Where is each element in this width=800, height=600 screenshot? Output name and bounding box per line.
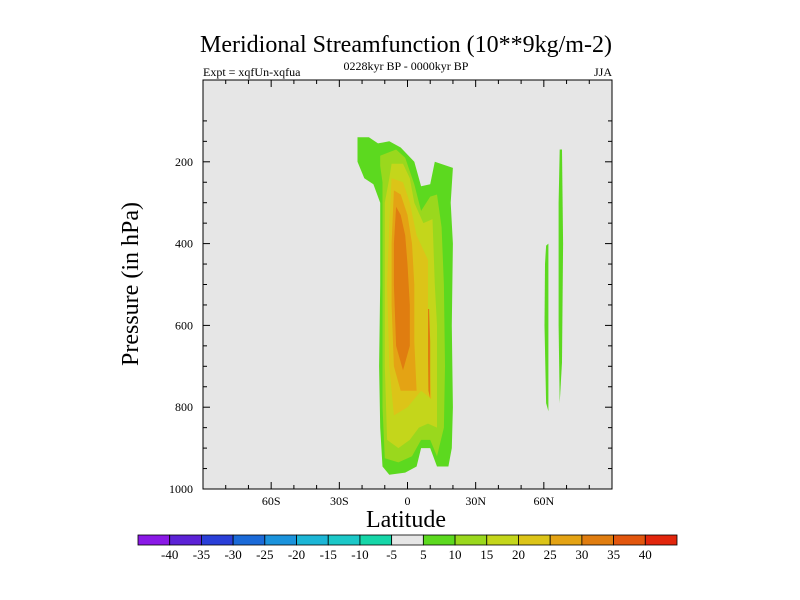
colorbar-swatch — [264, 534, 297, 546]
colorbar-swatch — [201, 534, 234, 546]
colorbar-label: -15 — [320, 547, 337, 562]
x-tick-label: 0 — [405, 494, 411, 508]
y-tick-label: 200 — [175, 155, 193, 169]
colorbar-swatch — [613, 534, 646, 546]
x-tick-label: 30S — [330, 494, 349, 508]
x-tick-label: 60N — [533, 494, 554, 508]
x-tick-label: 60S — [262, 494, 281, 508]
colorbar-swatch — [581, 534, 614, 546]
season-label: JJA — [594, 65, 612, 79]
colorbar-swatch — [296, 534, 329, 546]
colorbar-label: -10 — [351, 547, 368, 562]
colorbar-label: 5 — [420, 547, 427, 562]
contour-region-4 — [479, 149, 485, 289]
colorbar-label: -35 — [193, 547, 210, 562]
contour-region-7 — [558, 149, 564, 404]
x-axis-ticks: 60S 30S 0 30N 60N — [225, 80, 590, 508]
colorbar-swatch — [644, 534, 678, 546]
colorbar-swatch — [169, 534, 202, 546]
period-label: 0228kyr BP - 0000kyr BP — [344, 59, 469, 73]
colorbar-label: 40 — [639, 547, 652, 562]
experiment-label: Expt = xqfUn-xqfua — [203, 65, 301, 79]
colorbar-label: -20 — [288, 547, 305, 562]
colorbar-label: 30 — [575, 547, 588, 562]
colorbar: -40 -35 -30 -25 -20 -15 -10 -5 5 10 15 20 25 30 35 40 — [137, 534, 678, 562]
y-tick-label: 600 — [175, 318, 193, 332]
contour-region-2 — [240, 260, 242, 375]
colorbar-label: -25 — [256, 547, 273, 562]
y-axis-label: Pressure (in hPa) — [118, 202, 144, 366]
colorbar-swatch — [359, 534, 393, 546]
colorbar-label: 15 — [480, 547, 493, 562]
colorbar-swatch — [454, 534, 488, 546]
x-axis-label: Latitude — [366, 507, 446, 533]
contour-regions — [225, 80, 564, 475]
colorbar-swatch — [518, 534, 551, 546]
colorbar-swatch — [327, 534, 361, 546]
y-tick-label: 800 — [175, 400, 193, 414]
colorbar-label: 20 — [512, 547, 525, 562]
y-tick-label: 400 — [175, 237, 193, 251]
colorbar-label: 35 — [607, 547, 620, 562]
colorbar-swatch — [486, 534, 519, 546]
contour-region-0 — [225, 80, 233, 416]
colorbar-label: -30 — [224, 547, 241, 562]
chart-title: Meridional Streamfunction (10**9kg/m-2) — [200, 32, 612, 58]
colorbar-swatch — [549, 534, 583, 546]
colorbar-swatch — [422, 534, 456, 546]
y-axis-ticks: 200 400 600 800 1000 — [169, 120, 612, 496]
x-tick-label: 30N — [465, 494, 486, 508]
colorbar-swatch — [391, 534, 424, 546]
colorbar-label: -5 — [386, 547, 397, 562]
colorbar-label: 10 — [449, 547, 462, 562]
colorbar-label: -40 — [161, 547, 178, 562]
contour-region-6 — [544, 243, 549, 412]
colorbar-swatch — [232, 534, 266, 546]
colorbar-label: 25 — [544, 547, 557, 562]
colorbar-swatch — [137, 534, 171, 546]
y-tick-label: 1000 — [169, 482, 193, 496]
contour-region-3 — [285, 309, 291, 399]
contour-region-12 — [393, 206, 410, 371]
contour-region-1 — [246, 80, 250, 432]
contour-region-13 — [428, 309, 431, 399]
